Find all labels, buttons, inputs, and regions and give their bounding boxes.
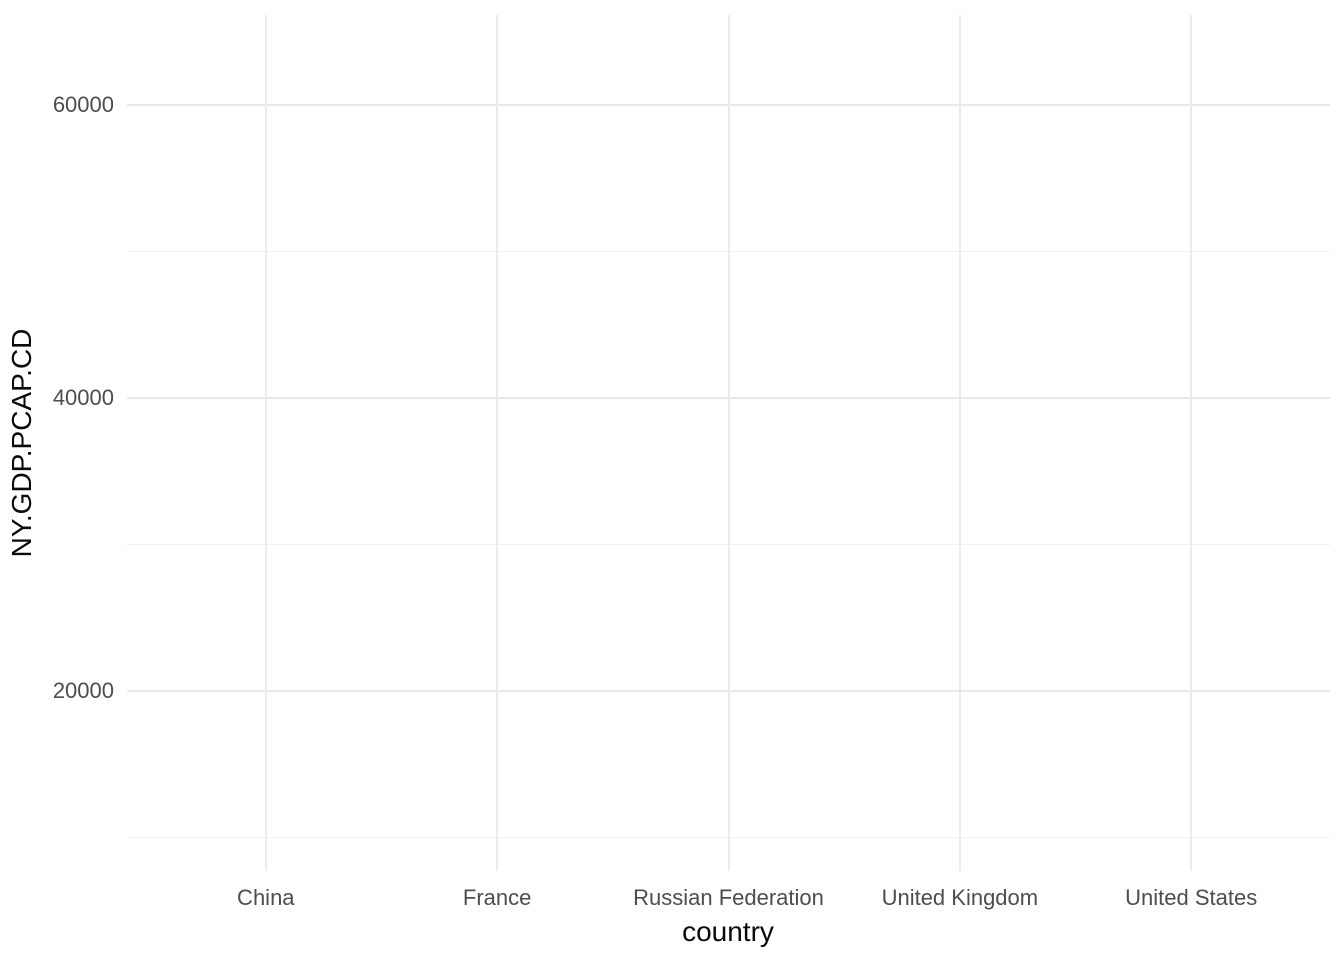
- x-tick-label: China: [237, 885, 295, 910]
- gridline-x-major: [1190, 15, 1193, 871]
- gridline-x-major: [727, 15, 730, 871]
- y-tick-label: 20000: [52, 677, 114, 703]
- x-tick-label: United States: [1125, 885, 1258, 910]
- x-tick-label: France: [462, 885, 532, 910]
- gridline-x-major: [958, 15, 961, 871]
- gridline-x-major: [496, 15, 499, 871]
- x-tick-label: Russian Federation: [633, 885, 824, 910]
- x-tick-label: United Kingdom: [881, 885, 1039, 910]
- x-axis-title: country: [682, 916, 774, 947]
- gridline-y-minor: [127, 543, 1330, 545]
- gridline-y-minor: [127, 251, 1330, 253]
- gridline-y-major: [127, 396, 1330, 399]
- y-tick-label: 60000: [52, 92, 114, 118]
- gridline-y-major: [127, 689, 1330, 692]
- gridline-y-minor: [127, 836, 1330, 838]
- gridline-x-major: [264, 15, 267, 871]
- y-tick-label: 40000: [52, 384, 114, 410]
- plot-panel: [127, 15, 1330, 871]
- y-axis-title: NY.GDP.PCAP.CD: [6, 328, 37, 558]
- gridline-y-major: [127, 104, 1330, 107]
